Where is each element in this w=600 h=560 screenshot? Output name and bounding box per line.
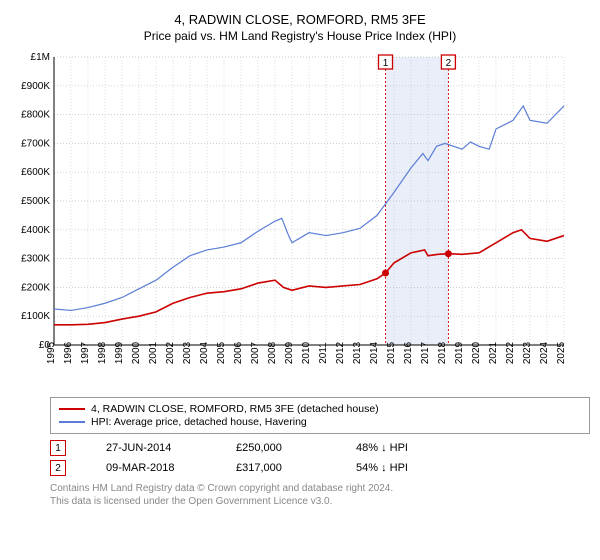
legend: 4, RADWIN CLOSE, ROMFORD, RM5 3FE (detac…	[50, 397, 590, 434]
transaction-row: 2 09-MAR-2018 £317,000 54% ↓ HPI	[50, 460, 590, 476]
legend-swatch	[59, 421, 85, 423]
legend-item: HPI: Average price, detached house, Have…	[59, 416, 581, 428]
transaction-marker: 2	[50, 460, 66, 476]
transaction-price: £317,000	[236, 462, 316, 474]
svg-text:£700K: £700K	[21, 138, 50, 149]
page-subtitle: Price paid vs. HM Land Registry's House …	[10, 29, 590, 43]
transaction-delta: 48% ↓ HPI	[356, 442, 408, 454]
svg-text:£200K: £200K	[21, 282, 50, 293]
svg-text:£400K: £400K	[21, 225, 50, 236]
svg-text:2: 2	[446, 58, 452, 69]
transaction-date: 09-MAR-2018	[106, 462, 196, 474]
svg-text:£1M: £1M	[31, 52, 50, 63]
price-chart: £0£100K£200K£300K£400K£500K£600K£700K£80…	[10, 51, 570, 391]
transaction-row: 1 27-JUN-2014 £250,000 48% ↓ HPI	[50, 440, 590, 456]
legend-label: 4, RADWIN CLOSE, ROMFORD, RM5 3FE (detac…	[91, 403, 379, 415]
transaction-date: 27-JUN-2014	[106, 442, 196, 454]
svg-text:1: 1	[383, 58, 389, 69]
page-title: 4, RADWIN CLOSE, ROMFORD, RM5 3FE	[10, 12, 590, 27]
transaction-price: £250,000	[236, 442, 316, 454]
svg-text:£100K: £100K	[21, 311, 50, 322]
footer-line: This data is licensed under the Open Gov…	[50, 495, 590, 508]
legend-swatch	[59, 408, 85, 410]
legend-label: HPI: Average price, detached house, Have…	[91, 416, 307, 428]
svg-text:£800K: £800K	[21, 110, 50, 121]
footer: Contains HM Land Registry data © Crown c…	[50, 482, 590, 508]
svg-text:£300K: £300K	[21, 254, 50, 265]
transaction-delta: 54% ↓ HPI	[356, 462, 408, 474]
chart-container: £0£100K£200K£300K£400K£500K£600K£700K£80…	[10, 51, 590, 391]
footer-line: Contains HM Land Registry data © Crown c…	[50, 482, 590, 495]
svg-text:£600K: £600K	[21, 167, 50, 178]
svg-text:£500K: £500K	[21, 196, 50, 207]
svg-text:£900K: £900K	[21, 81, 50, 92]
legend-item: 4, RADWIN CLOSE, ROMFORD, RM5 3FE (detac…	[59, 403, 581, 415]
transaction-marker: 1	[50, 440, 66, 456]
